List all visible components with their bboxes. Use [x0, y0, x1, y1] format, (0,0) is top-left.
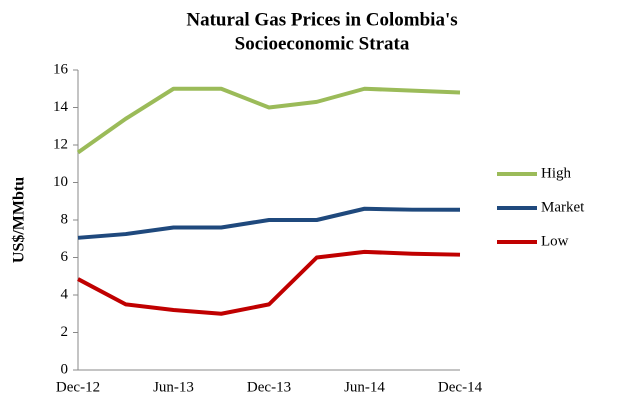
- legend-label: High: [541, 165, 572, 181]
- legend-label: Market: [541, 199, 585, 215]
- y-tick-label: 14: [53, 99, 69, 115]
- y-tick-label: 2: [61, 324, 69, 340]
- line-series: [76, 86, 461, 155]
- x-tick-label: Dec-12: [56, 379, 100, 395]
- y-tick-label: 10: [53, 174, 68, 190]
- y-tick-label: 0: [61, 361, 69, 377]
- y-tick-label: 12: [53, 136, 68, 152]
- chart-title: Natural Gas Prices in Colombia's: [186, 9, 457, 30]
- line-series: [77, 249, 461, 316]
- y-tick-label: 4: [61, 286, 69, 302]
- x-tick-label: Jun-13: [153, 379, 194, 395]
- chart-title: Socioeconomic Strata: [235, 33, 410, 54]
- x-tick-label: Dec-13: [247, 379, 291, 395]
- legend-label: Low: [541, 233, 569, 249]
- y-tick-label: 16: [53, 61, 69, 77]
- line-series: [77, 206, 460, 240]
- y-tick-label: 8: [61, 211, 69, 227]
- x-tick-label: Dec-14: [438, 379, 483, 395]
- x-tick-label: Jun-14: [344, 379, 385, 395]
- y-tick-label: 6: [61, 249, 69, 265]
- y-axis-title: US$/MMbtu: [11, 177, 28, 263]
